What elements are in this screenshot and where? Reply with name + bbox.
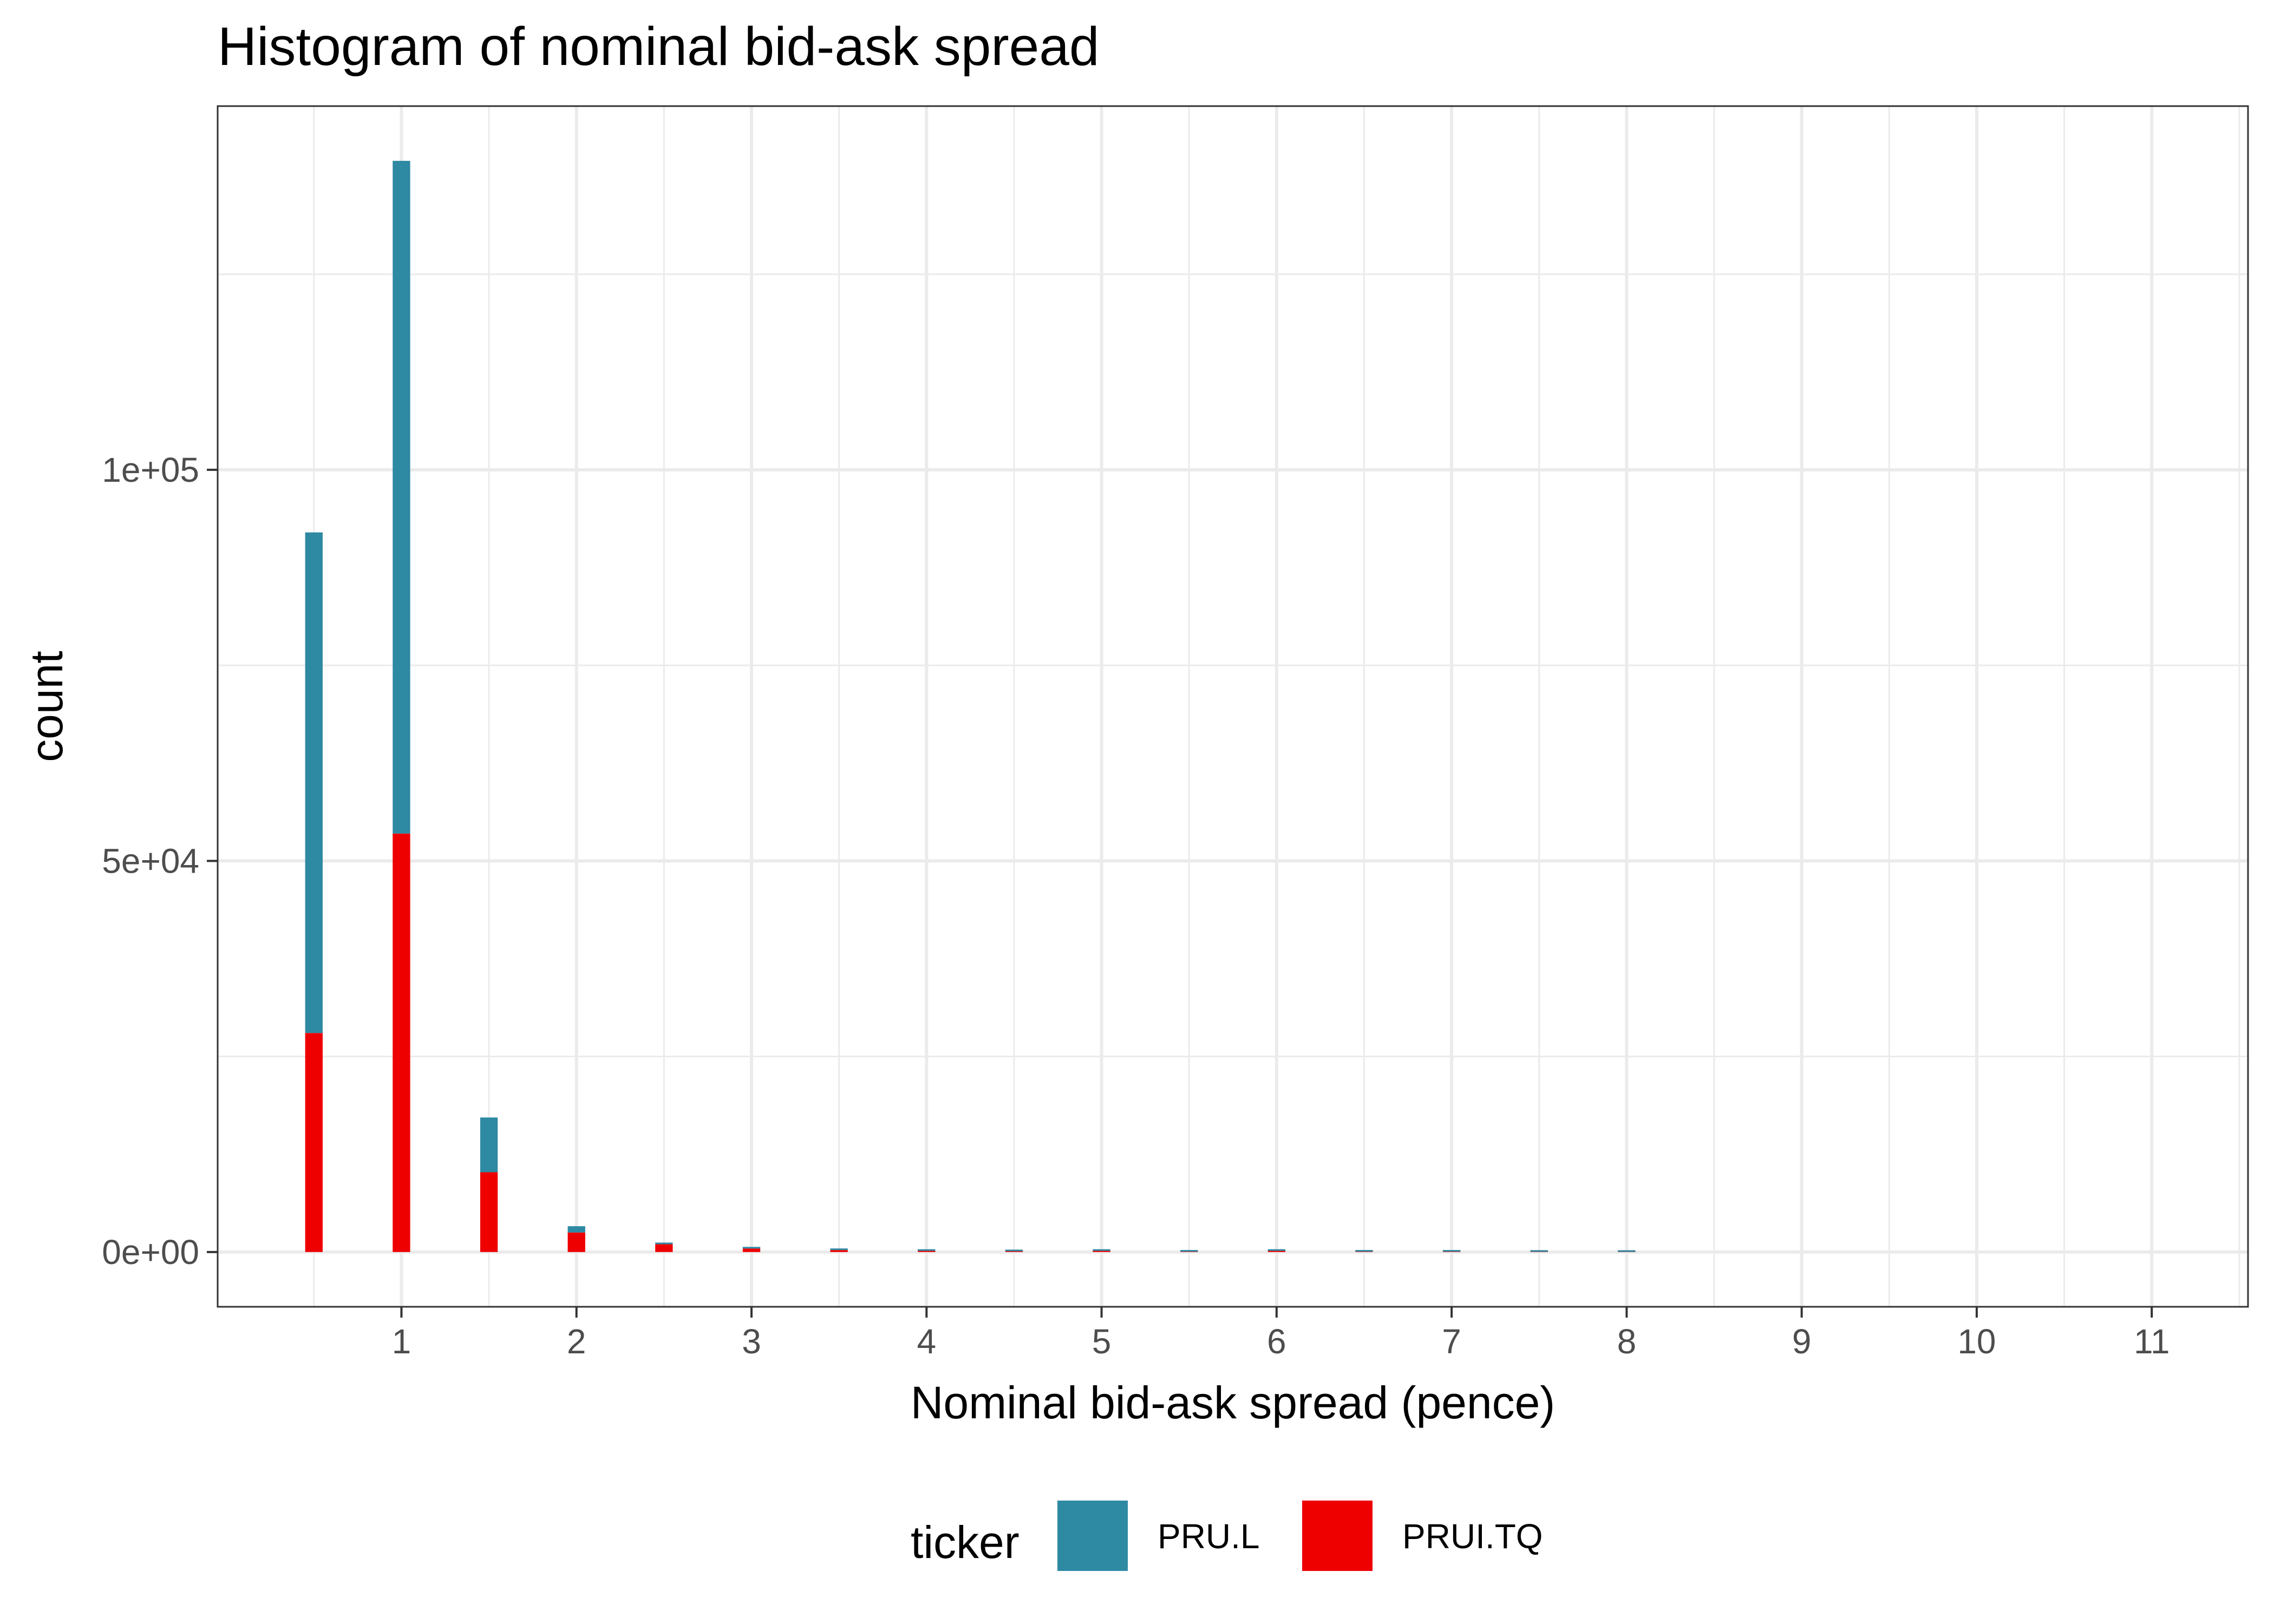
x-tick-label: 9	[1792, 1322, 1812, 1361]
x-tick-label: 10	[1957, 1322, 1996, 1361]
bar-pru-l	[830, 1248, 848, 1250]
legend-title: ticker	[911, 1517, 1020, 1568]
bars	[305, 161, 1636, 1252]
legend-key-pru-l	[1057, 1501, 1128, 1571]
bar-prui-tq	[655, 1244, 673, 1252]
y-axis-title: count	[21, 651, 72, 762]
bar-prui-tq	[918, 1250, 936, 1252]
legend-label: PRUI.TQ	[1402, 1517, 1543, 1556]
bar-pru-l	[567, 1226, 585, 1233]
x-tick-label: 3	[742, 1322, 761, 1361]
x-axis-title: Nominal bid-ask spread (pence)	[911, 1377, 1556, 1428]
bar-pru-l	[742, 1247, 761, 1249]
y-tick-label: 5e+04	[102, 841, 199, 880]
y-axis-ticks: 0e+00 5e+04 1e+05	[102, 450, 218, 1272]
x-tick-label: 5	[1092, 1322, 1112, 1361]
bar-pru-l	[1267, 1249, 1285, 1251]
bar-pru-l	[305, 532, 323, 1033]
bar-pru-l	[918, 1249, 936, 1251]
plot-background	[218, 106, 2248, 1307]
x-tick-label: 2	[567, 1322, 586, 1361]
x-tick-label: 4	[917, 1322, 936, 1361]
x-tick-label: 6	[1267, 1322, 1286, 1361]
legend-label: PRU.L	[1158, 1517, 1260, 1556]
legend: ticker PRU.L PRUI.TQ	[911, 1501, 1543, 1571]
bar-pru-l	[1180, 1250, 1198, 1252]
bar-pru-l	[1618, 1250, 1636, 1252]
x-tick-label: 1	[392, 1322, 411, 1361]
bar-pru-l	[480, 1117, 498, 1173]
bar-pru-l	[1093, 1249, 1110, 1251]
bar-prui-tq	[1267, 1250, 1285, 1252]
bar-prui-tq	[1093, 1250, 1110, 1252]
bar-pru-l	[393, 161, 410, 834]
x-tick-label: 11	[2134, 1322, 2170, 1361]
bar-pru-l	[1530, 1250, 1548, 1252]
y-tick-label: 1e+05	[102, 450, 199, 489]
x-tick-label: 8	[1617, 1322, 1637, 1361]
y-tick-label: 0e+00	[102, 1233, 199, 1272]
x-axis-ticks: 1 2 3 4 5 6 7 8 9 10 11	[392, 1307, 2170, 1361]
bar-pru-l	[1442, 1250, 1461, 1252]
bar-pru-l	[1005, 1249, 1023, 1252]
bar-prui-tq	[742, 1248, 761, 1252]
bar-prui-tq	[830, 1250, 848, 1252]
chart-title: Histogram of nominal bid-ask spread	[218, 16, 1100, 77]
bar-prui-tq	[480, 1172, 498, 1252]
bar-prui-tq	[393, 833, 410, 1252]
bar-pru-l	[1355, 1250, 1373, 1252]
legend-key-prui-tq	[1302, 1501, 1373, 1571]
bar-pru-l	[655, 1242, 673, 1245]
bar-prui-tq	[567, 1232, 585, 1252]
x-tick-label: 7	[1442, 1322, 1461, 1361]
plot-border	[217, 105, 2249, 1308]
bar-prui-tq	[305, 1033, 323, 1252]
